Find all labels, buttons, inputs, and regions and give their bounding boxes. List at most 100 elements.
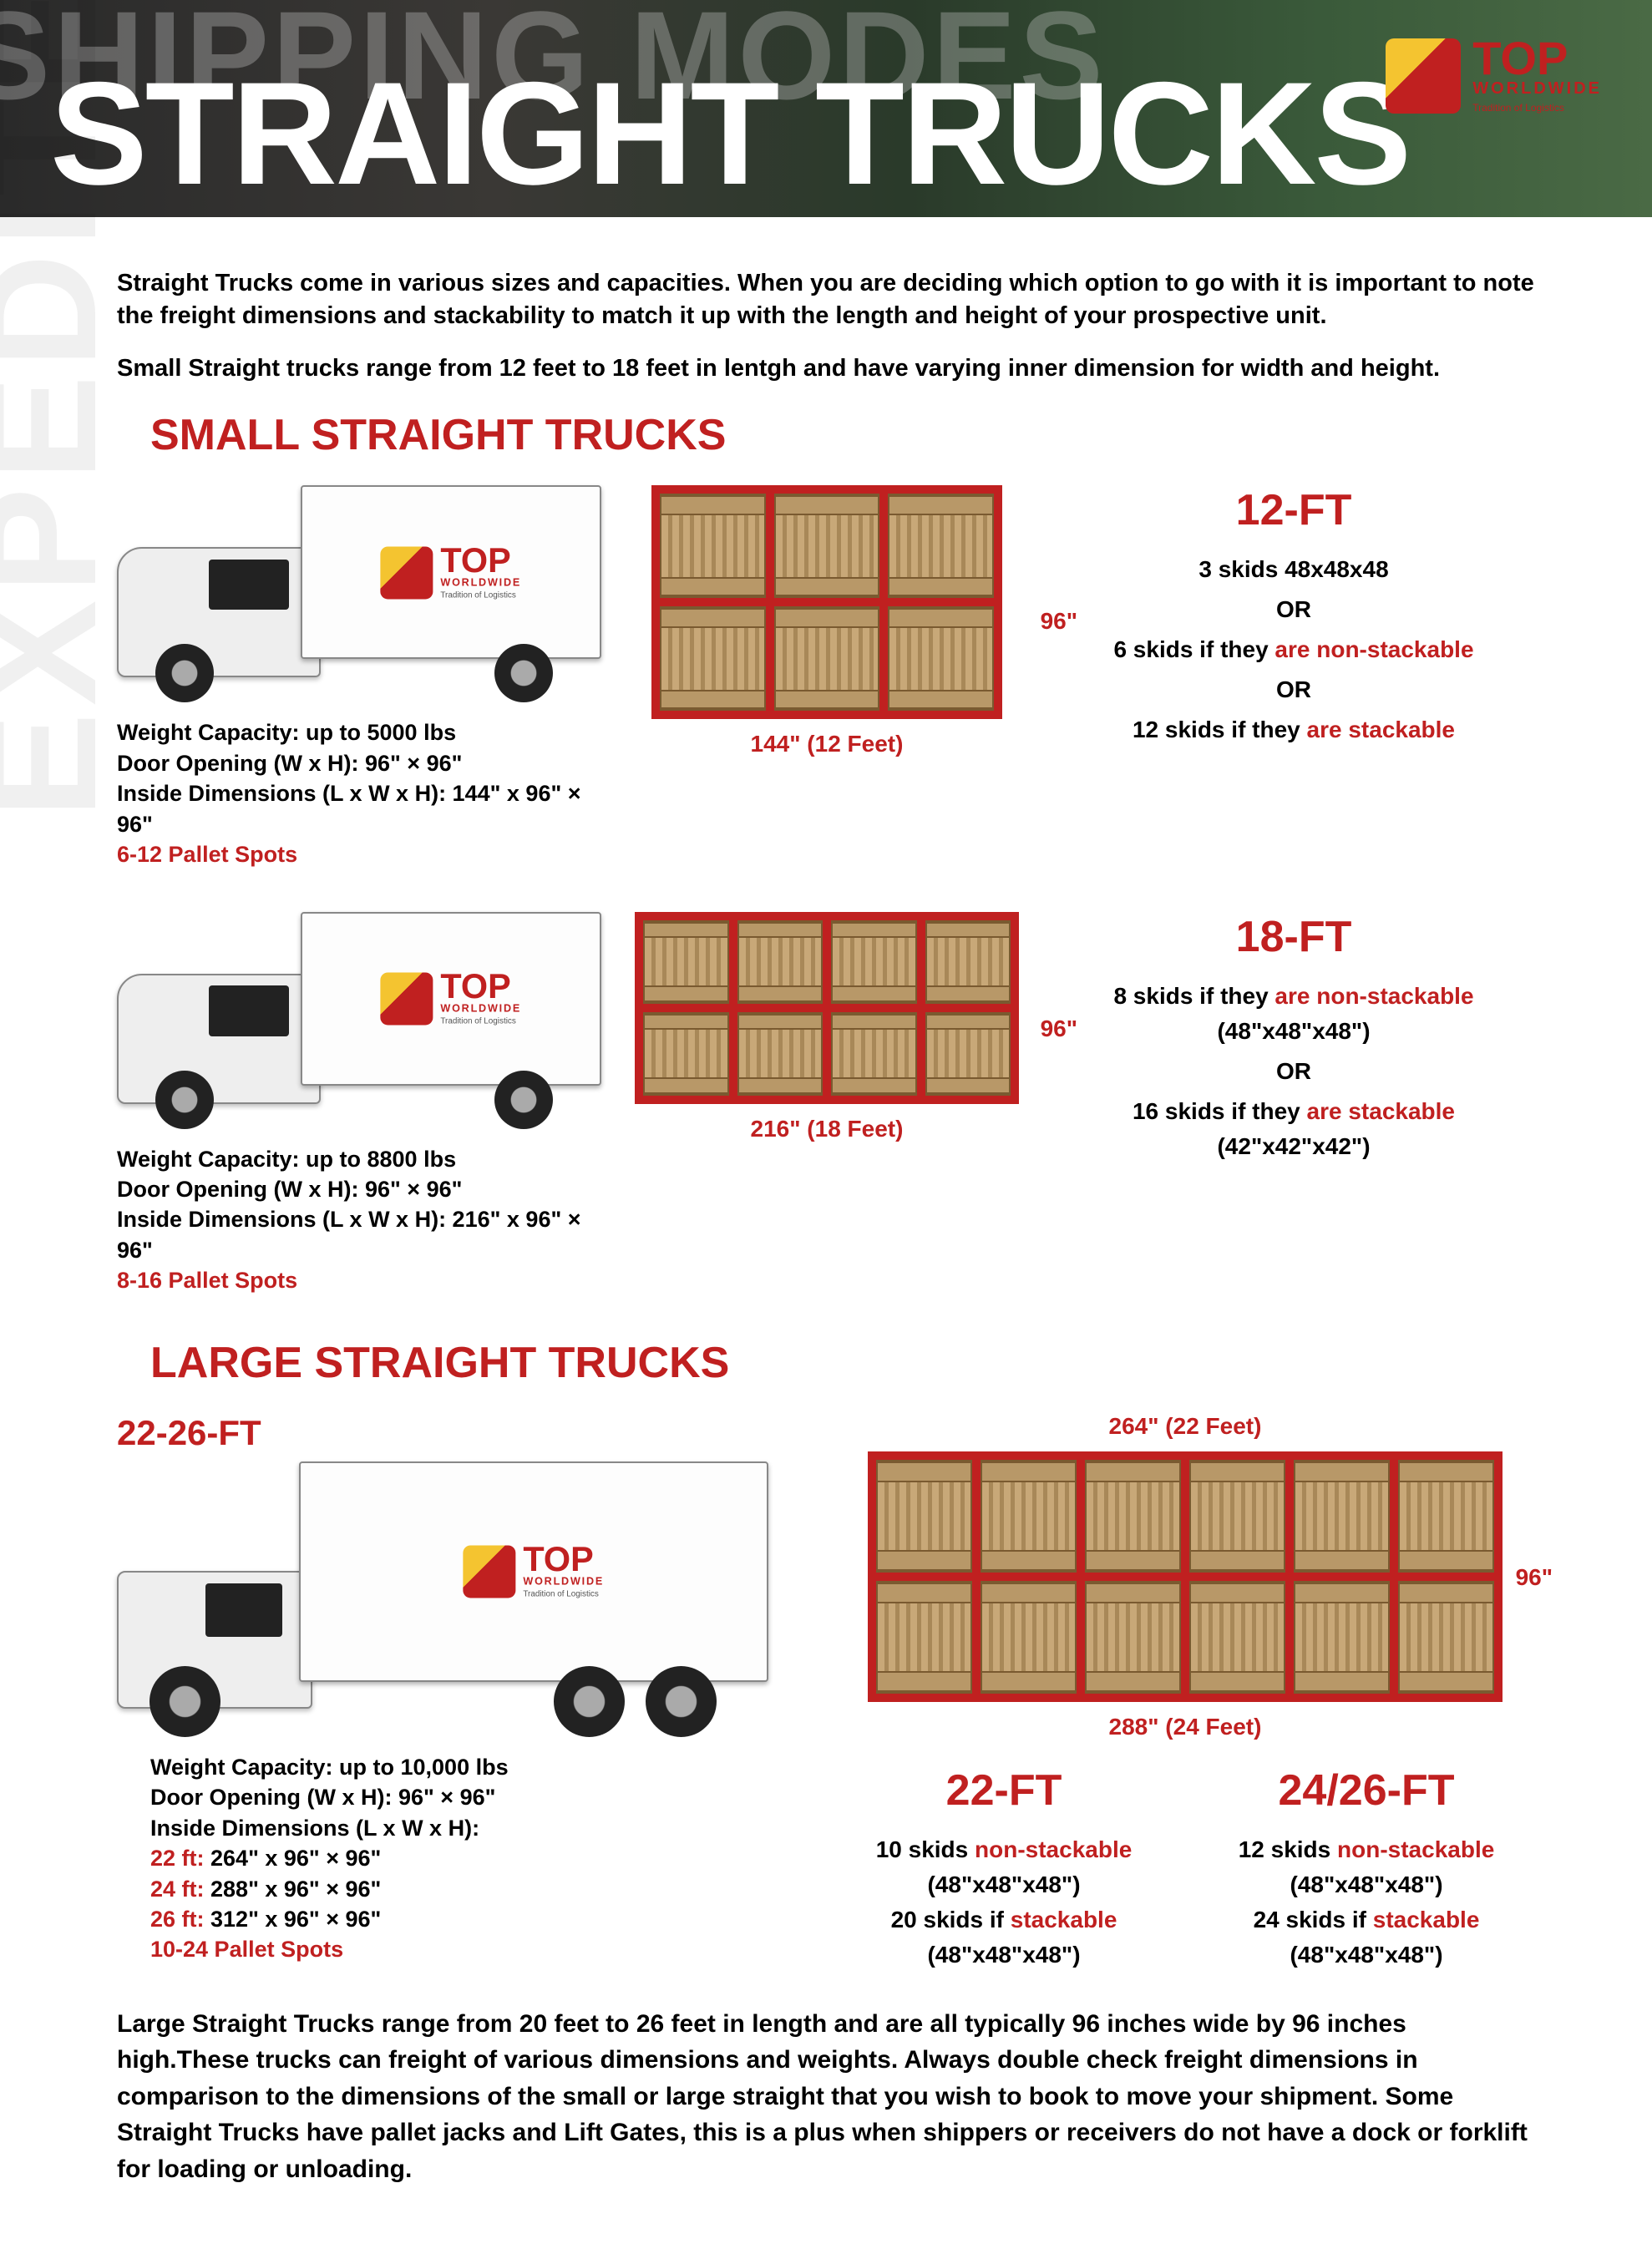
pallet-icon (831, 920, 917, 1004)
spec-inside-label: Inside Dimensions (L x W x H): (150, 1813, 802, 1843)
col-22ft: 22-FT 10 skids non-stackable (48"x48"x48… (835, 1765, 1173, 1973)
footer-paragraph: Large Straight Trucks range from 20 feet… (117, 2006, 1535, 2188)
truck-12ft-info: 12-FT 3 skids 48x48x48 OR 6 skids if the… (1052, 485, 1535, 747)
pallet-icon (1398, 1460, 1494, 1573)
wheel-icon (155, 644, 214, 702)
truck-12ft-illustration: TOP WORLDWIDE Tradition of Logistics (117, 485, 601, 702)
logo-tagline: Tradition of Logistics (524, 1590, 605, 1599)
dim-height: 96" (1041, 1016, 1077, 1042)
dim-height: 96" (1516, 1564, 1553, 1591)
truck-large-specs: Weight Capacity: up to 10,000 lbs Door O… (150, 1752, 802, 1965)
info-block-12ft: 3 skids 48x48x48 OR 6 skids if they are … (1052, 552, 1535, 747)
pallet-icon (774, 606, 880, 711)
wheel-icon (149, 1666, 220, 1737)
page-title: STRAIGHT TRUCKS (50, 50, 1409, 217)
logo-icon (381, 972, 433, 1025)
info-line: 20 skids if (891, 1907, 1011, 1932)
truck-12ft-left: TOP WORLDWIDE Tradition of Logistics Wei… (117, 485, 601, 869)
spec-size-24: 24 ft: (150, 1877, 210, 1902)
wheel-icon (554, 1666, 625, 1737)
wheel-icon (155, 1071, 214, 1129)
pallet-icon (737, 920, 823, 1004)
info-line: 10 skids (876, 1836, 975, 1862)
truck-18ft-left: TOP WORLDWIDE Tradition of Logistics Wei… (117, 912, 601, 1296)
logo-name: TOP (441, 545, 522, 575)
truck-large-size-label: 22-26-FT (117, 1413, 802, 1453)
info-title-12ft: 12-FT (1052, 485, 1535, 535)
pallet-icon (888, 494, 994, 598)
pallet-icon (737, 1012, 823, 1096)
spec-dims: 312" x 96" × 96" (210, 1907, 381, 1932)
dim-top: 264" (22 Feet) (835, 1413, 1535, 1440)
pallet-grid-icon (635, 912, 1019, 1104)
pallet-icon (1398, 1581, 1494, 1694)
pallet-icon (774, 494, 880, 598)
logo-name: TOP (441, 971, 522, 1002)
truck-18ft-illustration: TOP WORLDWIDE Tradition of Logistics (117, 912, 601, 1129)
spec-weight: Weight Capacity: up to 10,000 lbs (150, 1752, 802, 1782)
spec-dims: 288" x 96" × 96" (210, 1877, 381, 1902)
truck-cab-icon (117, 547, 321, 677)
truck-box-logo: TOP WORLDWIDE Tradition of Logistics (381, 971, 522, 1026)
page-content: EXPEDITED VEHICLES Straight Trucks come … (0, 217, 1652, 2254)
logo-tagline: Tradition of Logistics (441, 591, 522, 600)
wheel-icon (494, 1071, 553, 1129)
info-highlight: non-stackable (975, 1836, 1132, 1862)
pallet-icon (831, 1012, 917, 1096)
logo-subtitle: WORLDWIDE (1472, 79, 1602, 99)
logo-icon (1386, 38, 1461, 114)
info-highlight: are non-stackable (1274, 983, 1473, 1009)
pallet-icon (1085, 1460, 1181, 1573)
info-dims: (48"x48"x48") (927, 1872, 1080, 1897)
spec-pallets: 8-16 Pallet Spots (117, 1265, 601, 1295)
pallet-icon (1189, 1460, 1285, 1573)
info-or: OR (1052, 672, 1535, 707)
info-highlight: are stackable (1307, 717, 1455, 742)
info-line: 8 skids if they (1113, 983, 1274, 1009)
truck-cab-icon (117, 974, 321, 1104)
intro-text: Straight Trucks come in various sizes an… (117, 267, 1535, 385)
pallet-icon (876, 1460, 972, 1573)
info-line: 3 skids 48x48x48 (1198, 556, 1388, 582)
info-dims: (48"x48"x48") (927, 1942, 1080, 1968)
truck-12ft-pallet-diagram: 96" 144" (12 Feet) (626, 485, 1027, 757)
pallet-icon (876, 1581, 972, 1694)
truck-box-logo: TOP WORLDWIDE Tradition of Logistics (464, 1544, 605, 1599)
truck-18ft-row: TOP WORLDWIDE Tradition of Logistics Wei… (117, 912, 1535, 1296)
info-or: OR (1052, 1054, 1535, 1089)
pallet-icon (1294, 1581, 1390, 1694)
spec-weight: Weight Capacity: up to 8800 lbs (117, 1144, 601, 1174)
info-block-24-26ft: 12 skids non-stackable (48"x48"x48") 24 … (1198, 1832, 1535, 1973)
truck-box-icon: TOP WORLDWIDE Tradition of Logistics (299, 1461, 768, 1682)
spec-size-26: 26 ft: (150, 1907, 210, 1932)
pallet-icon (1085, 1581, 1181, 1694)
side-ghost-text: EXPEDITED VEHICLES (0, 0, 132, 818)
info-title-24-26ft: 24/26-FT (1198, 1765, 1535, 1816)
pallet-icon (1294, 1460, 1390, 1573)
info-highlight: are stackable (1307, 1098, 1455, 1124)
info-block-22ft: 10 skids non-stackable (48"x48"x48") 20 … (835, 1832, 1173, 1973)
spec-door: Door Opening (W x H): 96" × 96" (117, 1174, 601, 1204)
info-line: 24 skids if (1254, 1907, 1373, 1932)
pallet-icon (888, 606, 994, 711)
truck-large-left: 22-26-FT TOP WORLDWIDE Tradition of Logi… (117, 1413, 802, 1965)
info-dims: (48"x48"x48") (1217, 1018, 1370, 1044)
info-dims: (48"x48"x48") (1290, 1872, 1442, 1897)
pallet-icon (925, 1012, 1011, 1096)
info-title-18ft: 18-FT (1052, 912, 1535, 962)
spec-size-22: 22 ft: (150, 1846, 210, 1871)
large-info-columns: 22-FT 10 skids non-stackable (48"x48"x48… (835, 1765, 1535, 1973)
spec-door: Door Opening (W x H): 96" × 96" (117, 748, 601, 778)
info-title-22ft: 22-FT (835, 1765, 1173, 1816)
truck-18ft-info: 18-FT 8 skids if they are non-stackable … (1052, 912, 1535, 1164)
dim-width: 216" (18 Feet) (626, 1116, 1027, 1142)
spec-door: Door Opening (W x H): 96" × 96" (150, 1782, 802, 1812)
info-line: 16 skids if they (1133, 1098, 1307, 1124)
truck-box-icon: TOP WORLDWIDE Tradition of Logistics (301, 912, 601, 1086)
pallet-grid-icon (868, 1451, 1503, 1702)
logo-name: TOP (1472, 38, 1602, 79)
brand-logo: TOP WORLDWIDE Tradition of Logistics (1386, 38, 1602, 114)
info-line: 12 skids (1239, 1836, 1337, 1862)
info-block-18ft: 8 skids if they are non-stackable (48"x4… (1052, 979, 1535, 1164)
truck-large-illustration: TOP WORLDWIDE Tradition of Logistics (117, 1461, 768, 1737)
